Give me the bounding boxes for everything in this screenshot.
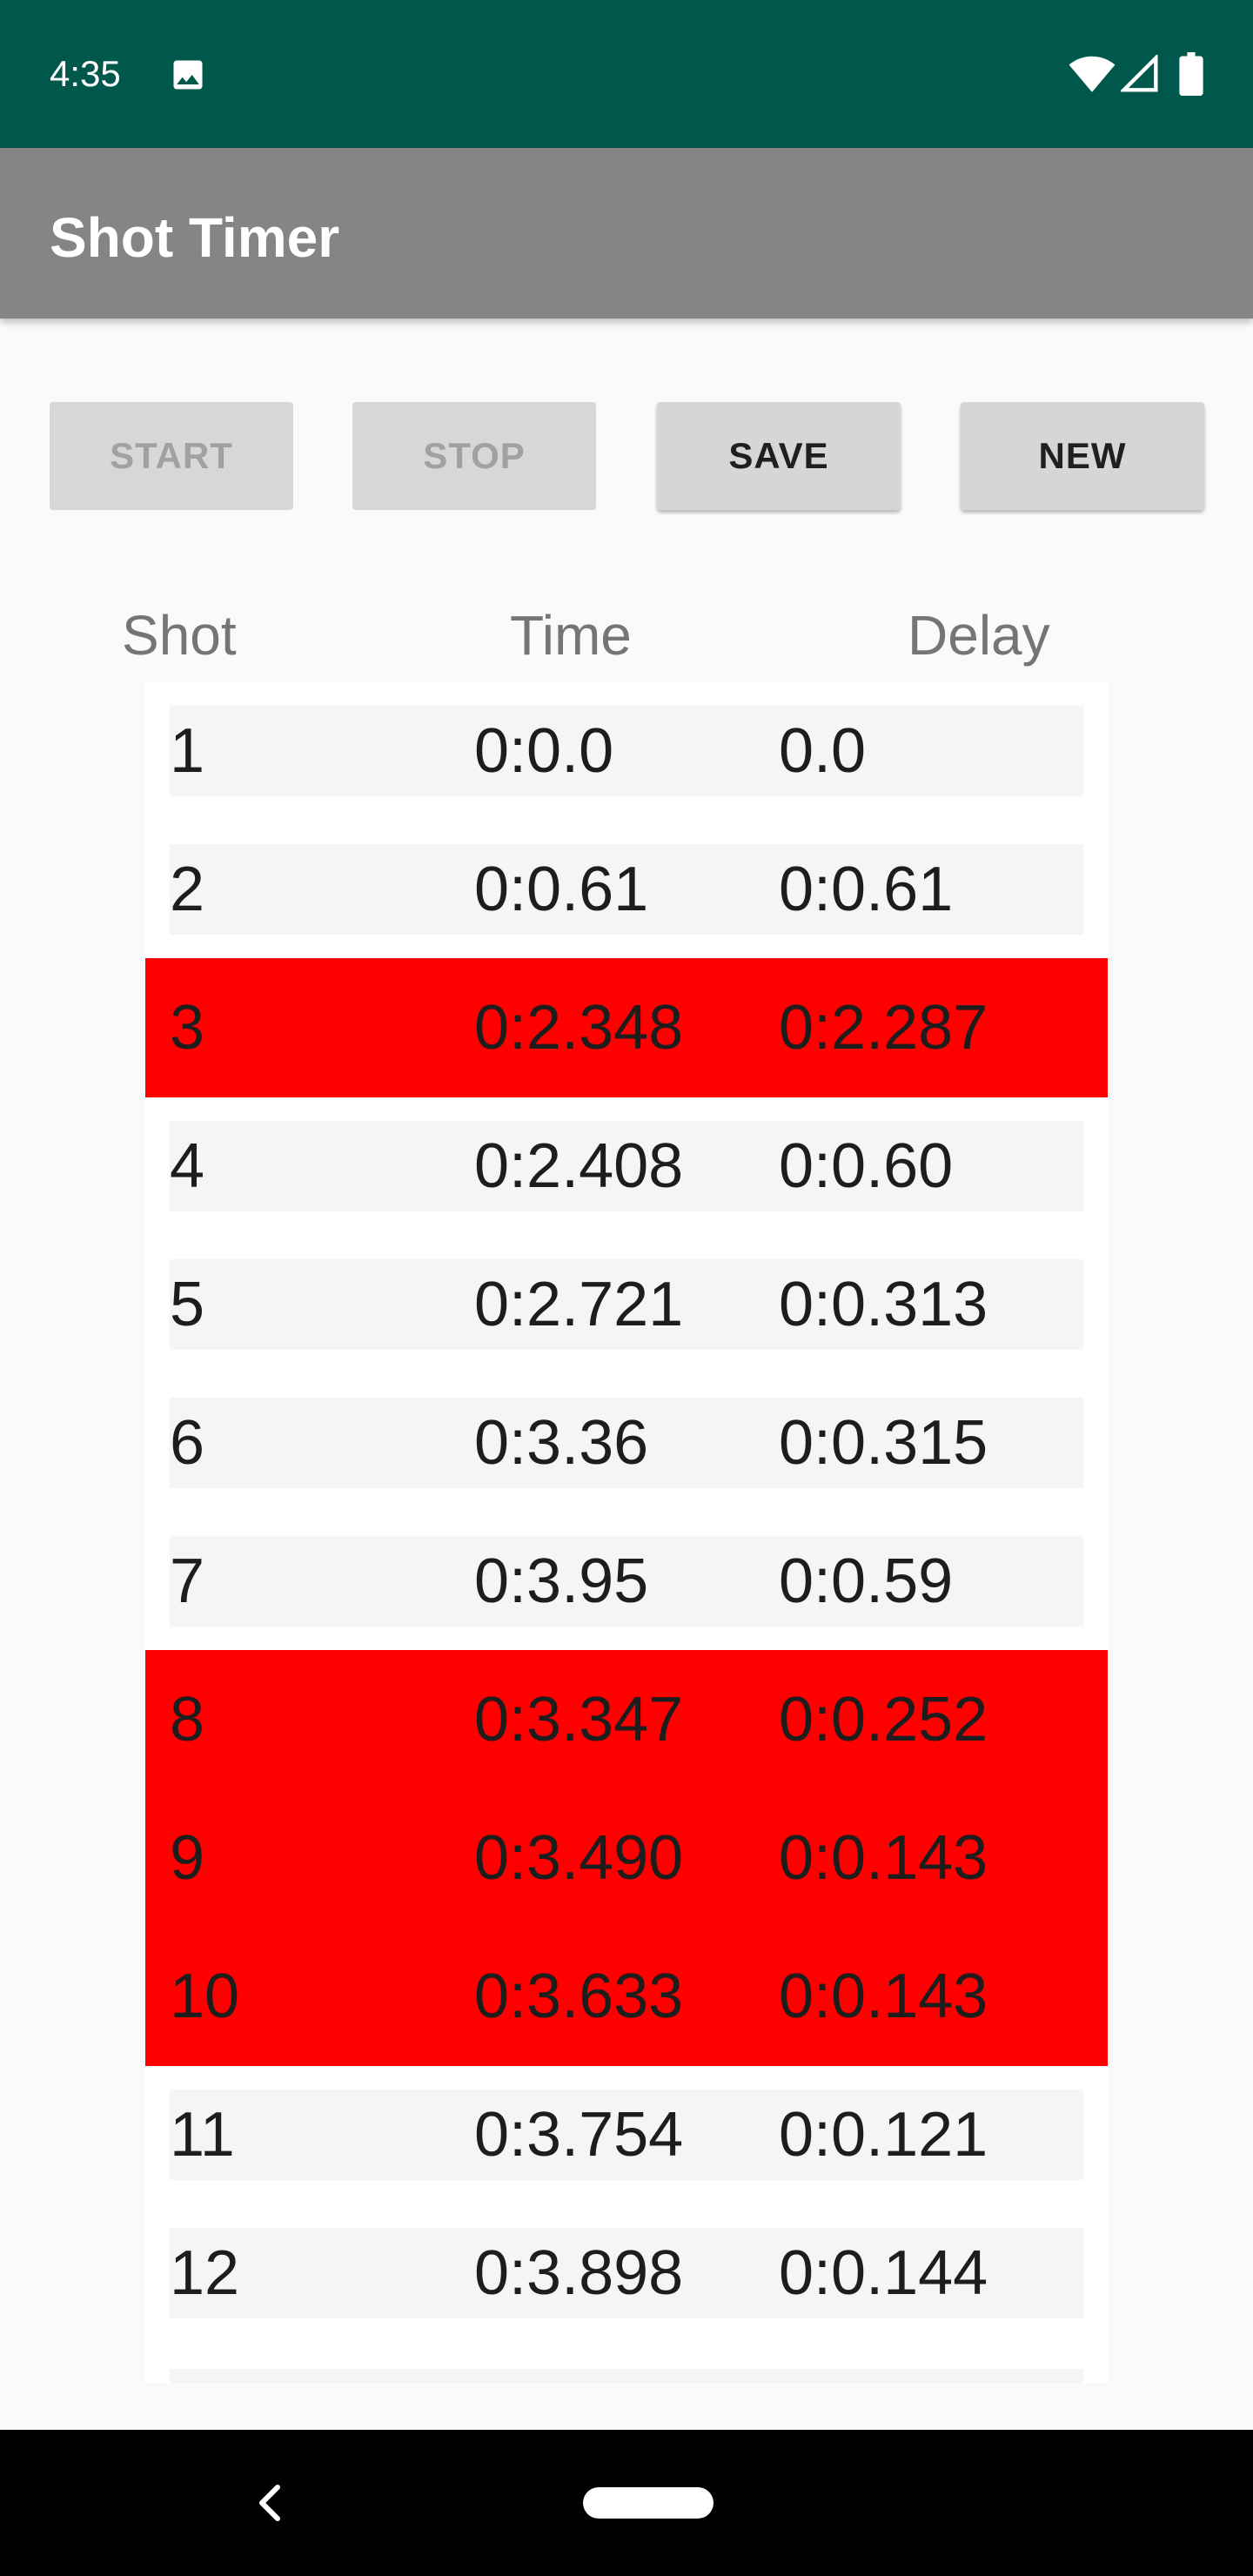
shot-time: 0:3.898 [474, 2238, 684, 2308]
table-row[interactable]: 4 0:2.408 0:0.60 [170, 1121, 1083, 1211]
table-row[interactable]: 1 0:0.0 0.0 [170, 706, 1083, 796]
shot-number: 3 [170, 993, 205, 1063]
app-title: Shot Timer [50, 206, 340, 269]
header-delay: Delay [908, 604, 1050, 667]
shot-number: 6 [170, 1408, 205, 1478]
shot-time: 0:2.348 [474, 993, 684, 1063]
table-row[interactable]: 12 0:3.898 0:0.144 [170, 2228, 1083, 2318]
status-time: 4:35 [50, 53, 121, 94]
table-row[interactable]: 2 0:0.61 0:0.61 [170, 844, 1083, 935]
table-row[interactable]: 7 0:3.95 0:0.59 [170, 1536, 1083, 1627]
shot-delay: 0:0.143 [779, 1823, 988, 1893]
shot-delay: 0.0 [779, 716, 867, 786]
shot-delay: 0:0.144 [779, 2238, 988, 2308]
shot-number: 12 [170, 2238, 240, 2308]
shot-delay: 0:0.121 [779, 2100, 988, 2170]
app-bar: Shot Timer [0, 148, 1253, 319]
shot-time: 0:3.633 [474, 1962, 684, 2031]
table-row[interactable]: 11 0:3.754 0:0.121 [170, 2090, 1083, 2180]
stop-button[interactable]: STOP [352, 402, 596, 510]
shot-delay: 0:0.315 [779, 1408, 988, 1478]
shot-number: 7 [170, 1546, 205, 1616]
shot-number: 2 [170, 855, 205, 924]
battery-icon [1178, 52, 1204, 100]
shot-number: 1 [170, 716, 205, 786]
shot-time: 0:3.347 [474, 1685, 684, 1754]
shot-time: 0:3.490 [474, 1823, 684, 1893]
shot-time: 0:2.721 [474, 1270, 684, 1339]
shot-delay: 0:2.287 [779, 993, 988, 1063]
shot-number: 11 [170, 2100, 235, 2170]
home-pill[interactable] [583, 2487, 714, 2519]
shot-number: 4 [170, 1131, 205, 1201]
table-row-partial[interactable] [170, 2369, 1083, 2383]
shot-delay: 0:0.61 [779, 855, 954, 924]
new-button[interactable]: NEW [961, 402, 1204, 510]
shot-time: 0:3.754 [474, 2100, 684, 2170]
header-shot: Shot [122, 604, 237, 667]
shot-delay: 0:0.59 [779, 1546, 954, 1616]
shot-number: 8 [170, 1685, 205, 1754]
shot-delay: 0:0.313 [779, 1270, 988, 1339]
back-icon[interactable] [255, 2482, 286, 2528]
shot-delay: 0:0.252 [779, 1685, 988, 1754]
table-row-highlighted[interactable]: 9 0:3.490 0:0.143 [145, 1788, 1108, 1928]
image-icon [169, 56, 207, 98]
start-button[interactable]: START [50, 402, 293, 510]
shot-time: 0:2.408 [474, 1131, 684, 1201]
table-row-highlighted[interactable]: 8 0:3.347 0:0.252 [145, 1650, 1108, 1789]
shot-delay: 0:0.60 [779, 1131, 954, 1201]
shot-number: 10 [170, 1962, 240, 2031]
shot-time: 0:0.0 [474, 716, 614, 786]
shot-time: 0:3.36 [474, 1408, 649, 1478]
shot-delay: 0:0.143 [779, 1962, 988, 2031]
header-time: Time [510, 604, 632, 667]
shot-time: 0:3.95 [474, 1546, 649, 1616]
shot-time: 0:0.61 [474, 855, 649, 924]
table-row-highlighted[interactable]: 10 0:3.633 0:0.143 [145, 1927, 1108, 2066]
shot-number: 5 [170, 1270, 205, 1339]
table-row[interactable]: 6 0:3.36 0:0.315 [170, 1398, 1083, 1488]
shot-number: 9 [170, 1823, 205, 1893]
status-bar: 4:35 [0, 0, 1253, 148]
wifi-icon [1069, 55, 1116, 97]
table-row[interactable]: 5 0:2.721 0:0.313 [170, 1259, 1083, 1350]
save-button[interactable]: SAVE [657, 402, 901, 510]
signal-icon [1119, 53, 1159, 97]
table-row-highlighted[interactable]: 3 0:2.348 0:2.287 [145, 958, 1108, 1097]
